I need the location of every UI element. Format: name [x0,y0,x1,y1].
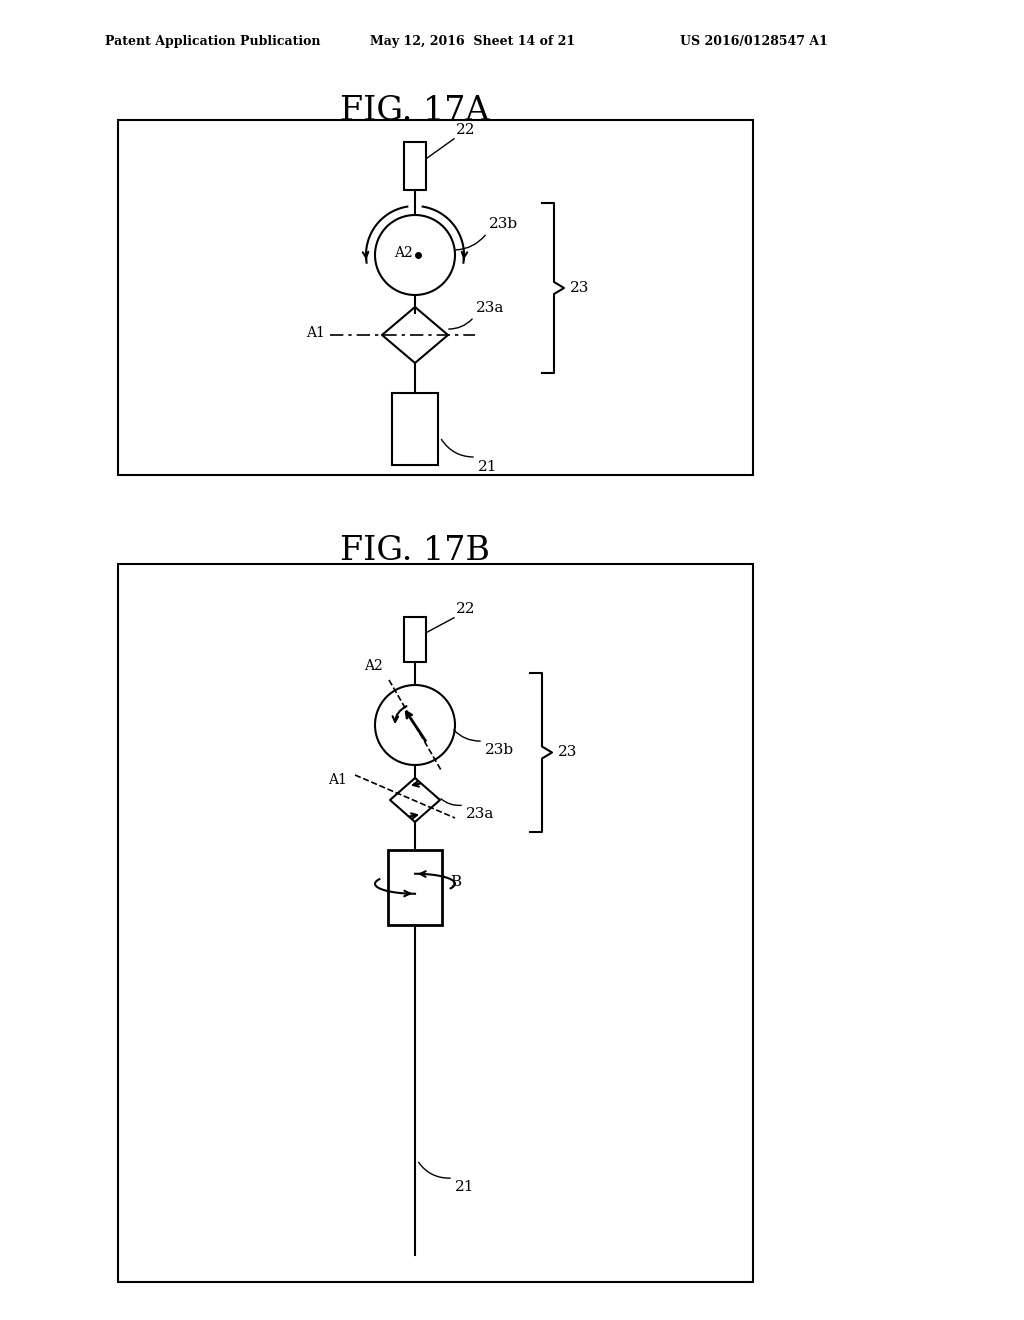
Text: 22: 22 [456,602,475,615]
Text: FIG. 17A: FIG. 17A [340,95,489,127]
Text: 23: 23 [570,281,590,294]
Bar [118,564,753,1282]
Text: A2: A2 [394,246,413,260]
Text: US 2016/0128547 A1: US 2016/0128547 A1 [680,36,827,48]
Bar [392,393,438,465]
Text: May 12, 2016  Sheet 14 of 21: May 12, 2016 Sheet 14 of 21 [370,36,575,48]
Bar [118,120,753,475]
Text: B: B [450,875,461,888]
Text: Patent Application Publication: Patent Application Publication [105,36,321,48]
Text: A1: A1 [306,326,325,341]
Text: 23b: 23b [489,216,518,231]
Text: A2: A2 [365,659,383,673]
Text: 22: 22 [456,123,475,137]
Text: 23a: 23a [476,301,505,315]
Text: 21: 21 [478,459,498,474]
Text: A1: A1 [328,774,347,787]
Bar [404,616,426,663]
Text: 23: 23 [558,746,578,759]
Bar [388,850,442,925]
Text: 21: 21 [455,1180,474,1195]
Bar [404,143,426,190]
Text: FIG. 17B: FIG. 17B [340,535,489,568]
Text: 23a: 23a [466,807,495,821]
Text: 23b: 23b [485,743,514,756]
